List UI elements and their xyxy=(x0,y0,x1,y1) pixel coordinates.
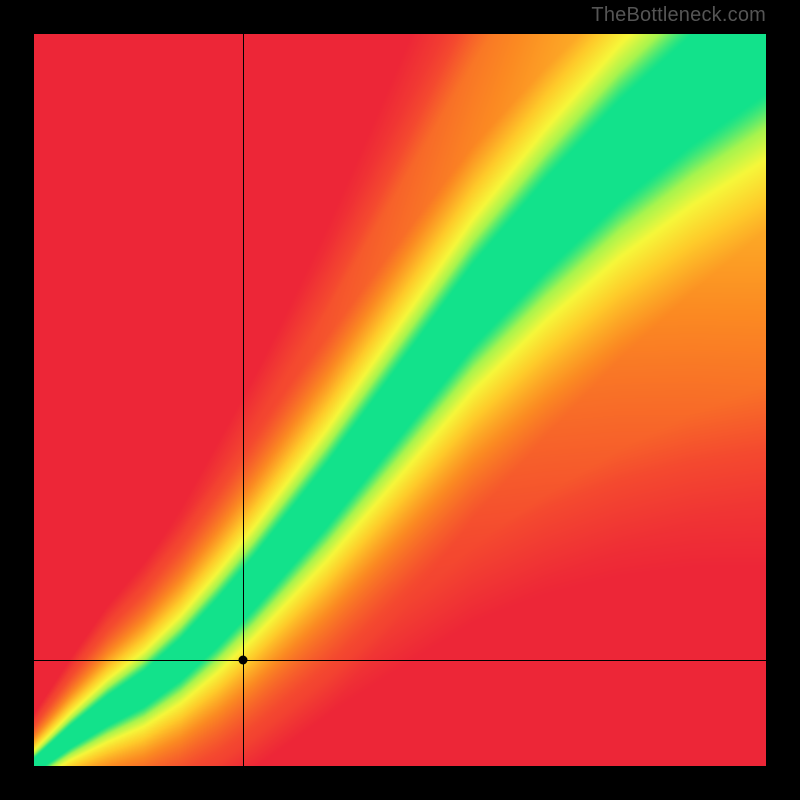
crosshair-marker xyxy=(238,655,247,664)
plot-area xyxy=(34,34,766,766)
bottleneck-heatmap xyxy=(34,34,766,766)
crosshair-horizontal xyxy=(34,660,766,661)
figure-container: TheBottleneck.com xyxy=(0,0,800,800)
attribution-label: TheBottleneck.com xyxy=(591,4,766,27)
